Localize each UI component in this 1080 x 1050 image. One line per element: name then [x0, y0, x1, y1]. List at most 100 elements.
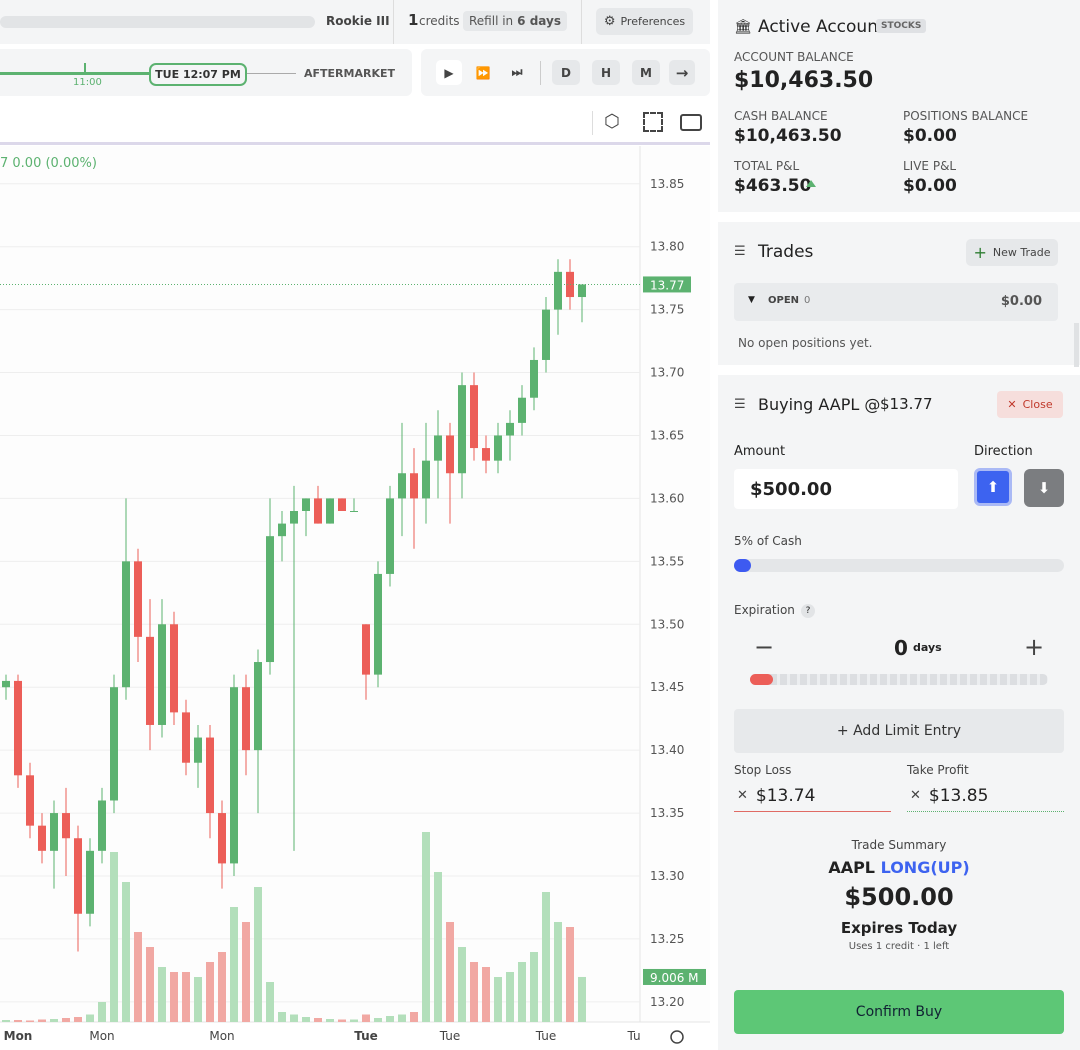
volume-bar — [86, 1014, 94, 1022]
timeline-tick-label: 11:00 — [73, 77, 102, 88]
timeline-rest — [247, 73, 296, 74]
candle-body — [50, 813, 58, 851]
summary-credits: Uses 1 credit · 1 left — [848, 941, 950, 952]
days-unit: days — [913, 641, 942, 654]
open-row[interactable]: ▼ OPEN 0 $0.00 — [734, 283, 1058, 321]
volume-bar — [518, 962, 526, 1022]
controls: ▶ ⏩ ⏭ D H M → — [421, 49, 710, 96]
summary-symbol: AAPL — [828, 858, 875, 877]
volume-bar — [14, 1020, 22, 1022]
candle-body — [218, 813, 226, 864]
volume-bar — [230, 907, 238, 1022]
summary-direction: LONG(UP) — [880, 858, 970, 877]
take-profit-input[interactable]: ✕ $13.85 — [907, 780, 1064, 812]
live-pnl-label: LIVE P&L — [903, 159, 957, 173]
stop-loss-value: $13.74 — [755, 785, 816, 806]
y-tick-label: 13.70 — [650, 366, 684, 380]
preferences-button[interactable]: ⚙ Preferences — [596, 8, 693, 35]
candle-body — [110, 687, 118, 801]
volume-bar — [506, 972, 514, 1022]
fullscreen-icon[interactable] — [643, 112, 663, 132]
plus-button[interactable]: + — [1024, 633, 1045, 661]
timeline-current[interactable]: TUE 12:07 PM — [149, 63, 247, 86]
percent-label: 5% of Cash — [734, 534, 802, 548]
days-slider[interactable] — [750, 674, 1048, 685]
candle-body — [86, 850, 94, 914]
timeline-tick — [84, 63, 86, 72]
x-tick-label: Mon — [89, 1029, 114, 1043]
summary-line: AAPL LONG(UP) — [718, 858, 1080, 877]
volume-bar — [218, 952, 226, 1022]
summary-expiry: Expires Today — [840, 919, 958, 937]
volume-bar — [578, 976, 586, 1022]
positions-label: POSITIONS BALANCE — [903, 109, 1029, 123]
candle-body — [446, 435, 454, 474]
volume-bar — [38, 1019, 46, 1022]
settings-icon[interactable]: ⬡ — [604, 111, 620, 132]
preferences-label: Preferences — [620, 15, 686, 28]
long-button[interactable]: ⬆ — [974, 468, 1012, 506]
short-button[interactable]: ⬇ — [1024, 469, 1064, 507]
percent-slider[interactable] — [734, 559, 1064, 572]
y-tick-label: 13.55 — [650, 554, 684, 568]
add-limit-button[interactable]: + Add Limit Entry — [734, 709, 1064, 753]
balance-label: ACCOUNT BALANCE — [734, 50, 854, 64]
y-tick-label: 13.35 — [650, 806, 684, 820]
y-tick-label: 13.50 — [650, 617, 684, 631]
volume-bar — [134, 932, 142, 1022]
fast-forward-button[interactable]: ⏩ — [475, 65, 491, 80]
volume-bar — [434, 872, 442, 1022]
summary-amount: $500.00 — [844, 883, 954, 911]
candle-body — [170, 624, 178, 713]
volume-bar — [374, 1018, 382, 1022]
amount-input[interactable]: $500.00 — [734, 469, 958, 509]
next-button[interactable]: → — [669, 60, 695, 85]
y-tick-label: 13.80 — [650, 240, 684, 254]
interval-button[interactable]: M — [632, 60, 660, 85]
volume-bar — [62, 1018, 70, 1022]
summary-label: Trade Summary — [851, 838, 947, 852]
play-button[interactable]: ▶ — [436, 60, 462, 85]
x-tick-label: Tu — [626, 1029, 640, 1043]
skip-button[interactable]: ⏭ — [511, 65, 523, 79]
x-tick-label: Tue — [535, 1029, 557, 1043]
open-value: $0.00 — [1000, 294, 1042, 309]
volume-bar — [50, 1019, 58, 1022]
candle-body — [530, 359, 538, 398]
volume-bar — [470, 962, 478, 1022]
stop-loss-input[interactable]: ✕ $13.74 — [734, 780, 891, 812]
volume-bar — [482, 967, 490, 1022]
order-title: Buying AAPL @ — [758, 395, 881, 414]
candle-body — [290, 511, 298, 524]
interval-button[interactable]: D — [552, 60, 580, 85]
volume-bar — [494, 977, 502, 1022]
camera-icon[interactable] — [680, 114, 702, 131]
close-button[interactable]: ✕ Close — [997, 391, 1063, 418]
candle-body — [326, 498, 334, 524]
confirm-button[interactable]: Confirm Buy — [734, 990, 1064, 1034]
candle-body — [254, 662, 262, 751]
candle-body — [482, 448, 490, 461]
pnl-label: TOTAL P&L — [734, 159, 800, 173]
amount-label: Amount — [734, 444, 786, 459]
new-trade-button[interactable]: + New Trade — [966, 239, 1058, 266]
empty-message: No open positions yet. — [738, 336, 873, 350]
volume-bar — [146, 947, 154, 1022]
y-tick-label: 13.60 — [650, 491, 684, 505]
candle-body — [2, 680, 10, 688]
volume-bar — [290, 1014, 298, 1022]
x-tick-label: Tue — [439, 1029, 461, 1043]
refill-prefix: Refill in — [469, 14, 514, 28]
list-icon: ☰ — [734, 397, 746, 412]
volume-bar — [542, 892, 550, 1022]
help-icon[interactable]: ? — [801, 604, 815, 618]
minus-button[interactable]: − — [754, 633, 775, 661]
interval-button[interactable]: H — [592, 60, 620, 85]
settings-icon[interactable] — [670, 1030, 684, 1044]
y-tick-label: 13.75 — [650, 303, 684, 317]
slider-handle[interactable] — [734, 559, 751, 572]
candle-body — [26, 775, 34, 826]
candle-body — [422, 460, 430, 499]
volume-bar — [326, 1019, 334, 1022]
